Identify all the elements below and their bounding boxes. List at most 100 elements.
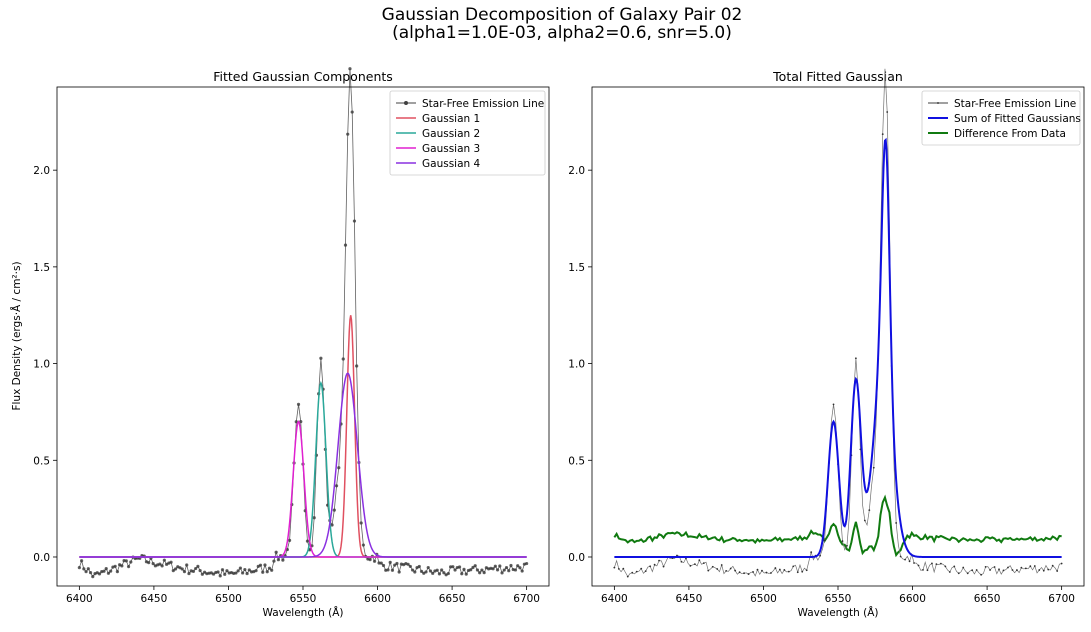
- left-observed-point: [386, 568, 390, 572]
- left-observed-point: [355, 364, 359, 368]
- right-observed-point: [832, 403, 835, 406]
- left-observed-point: [393, 563, 397, 567]
- left-observed-point: [247, 568, 251, 572]
- right-y-tick-label: 2.0: [568, 165, 585, 177]
- left-observed-point: [162, 558, 166, 562]
- right-observed-point: [658, 559, 660, 562]
- right-observed-point: [778, 568, 781, 571]
- right-observed-point: [904, 558, 906, 561]
- right-observed-point: [689, 564, 692, 567]
- right-observed-point: [711, 565, 714, 568]
- right-legend-label: Sum of Fitted Gaussians: [954, 113, 1081, 125]
- right-observed-point: [716, 568, 719, 570]
- left-observed-point: [520, 569, 524, 573]
- left-observed-point: [299, 420, 303, 424]
- left-legend-label: Gaussian 3: [422, 143, 480, 155]
- left-observed-point: [171, 569, 175, 573]
- right-observed-point: [761, 569, 763, 572]
- left-axis-ticks: 6400 6450 6500 6550 6600 6650 6700 0.0 0.5 1.0 1.5…: [33, 165, 540, 605]
- right-observed-point: [998, 568, 1000, 571]
- right-observed-point: [962, 566, 965, 569]
- left-observed-point: [419, 569, 424, 574]
- left-observed-point: [337, 466, 341, 470]
- left-observed-point: [435, 568, 439, 572]
- right-observed-point: [944, 565, 947, 568]
- left-observed-point: [147, 561, 151, 565]
- left-observed-point: [124, 559, 128, 563]
- right-observed-point: [863, 519, 866, 522]
- left-y-tick-label: 2.0: [33, 165, 50, 177]
- right-observed-point: [993, 566, 996, 568]
- right-x-tick-label: 6600: [899, 593, 926, 605]
- left-observed-point: [473, 564, 477, 568]
- right-observed-point: [886, 111, 889, 113]
- left-observed-point: [80, 559, 84, 563]
- left-observed-point: [442, 571, 446, 575]
- left-observed-point: [457, 565, 462, 569]
- right-observed-point: [966, 572, 969, 575]
- right-observed-point: [752, 571, 754, 573]
- right-observed-point: [895, 522, 898, 524]
- left-observed-point: [361, 543, 365, 547]
- left-observed-point: [151, 562, 155, 566]
- left-observed-point: [126, 565, 131, 569]
- left-observed-point: [158, 562, 162, 566]
- left-observed-point: [440, 568, 444, 572]
- right-y-tick-label: 1.0: [568, 359, 585, 371]
- left-observed-point: [500, 571, 504, 575]
- right-observed-point: [707, 569, 710, 572]
- left-subplot-title: Fitted Gaussian Components: [213, 69, 393, 84]
- left-observed-point: [185, 563, 189, 567]
- left-observed-point: [372, 559, 377, 563]
- left-observed-point: [223, 572, 227, 576]
- left-observed-point: [238, 566, 242, 570]
- left-observed-point: [498, 564, 502, 568]
- left-x-tick-label: 6500: [215, 593, 242, 605]
- right-x-tick-label: 6550: [825, 593, 852, 605]
- right-observed-point: [801, 570, 804, 573]
- right-observed-point: [1024, 567, 1027, 570]
- left-observed-point: [97, 572, 102, 576]
- left-series-layer: [77, 67, 529, 579]
- left-observed-point: [516, 564, 520, 568]
- right-axis-ticks: 6400 6450 6500 6550 6600 6650 6700 0.0 0.5 1.0 1.5…: [568, 165, 1075, 605]
- left-observed-point: [236, 569, 240, 573]
- figure-title-line2: (alpha1=1.0E-03, alpha2=0.6, snr=5.0): [392, 23, 732, 43]
- left-observed-point: [173, 567, 178, 571]
- right-observed-point: [787, 570, 790, 573]
- left-observed-point: [480, 568, 484, 572]
- right-observed-point: [957, 572, 960, 575]
- left-observed-point: [446, 571, 450, 576]
- right-observed-point: [747, 573, 750, 575]
- right-observed-point: [1051, 564, 1054, 567]
- right-observed-point: [1042, 569, 1045, 572]
- left-observed-point: [518, 566, 522, 570]
- left-x-axis-label: Wavelength (Å): [262, 606, 343, 619]
- right-legend-marker: [937, 102, 939, 104]
- left-observed-point: [129, 560, 133, 564]
- left-observed-point: [276, 558, 280, 562]
- left-observed-point: [294, 420, 298, 424]
- left-observed-point: [305, 539, 310, 543]
- right-observed-point: [738, 571, 741, 574]
- left-observed-point: [343, 243, 348, 247]
- right-observed-point: [1011, 569, 1014, 571]
- left-observed-point: [102, 569, 106, 573]
- left-observed-point: [417, 564, 421, 569]
- left-y-tick-label: 0.0: [33, 552, 50, 564]
- right-observed-point: [971, 569, 974, 572]
- right-observed-point: [631, 571, 634, 574]
- left-observed-point: [182, 570, 187, 574]
- right-observed-point: [756, 568, 759, 571]
- left-observed-point: [196, 564, 200, 568]
- left-legend-label: Gaussian 4: [422, 158, 481, 170]
- left-observed-point: [109, 569, 113, 573]
- right-observed-point: [913, 562, 915, 564]
- right-observed-point: [617, 567, 620, 570]
- left-observed-point: [359, 521, 363, 525]
- left-observed-point: [350, 110, 354, 114]
- left-observed-point: [413, 570, 417, 574]
- left-observed-point: [431, 571, 435, 575]
- left-observed-point: [478, 571, 482, 575]
- left-observed-point: [296, 402, 301, 406]
